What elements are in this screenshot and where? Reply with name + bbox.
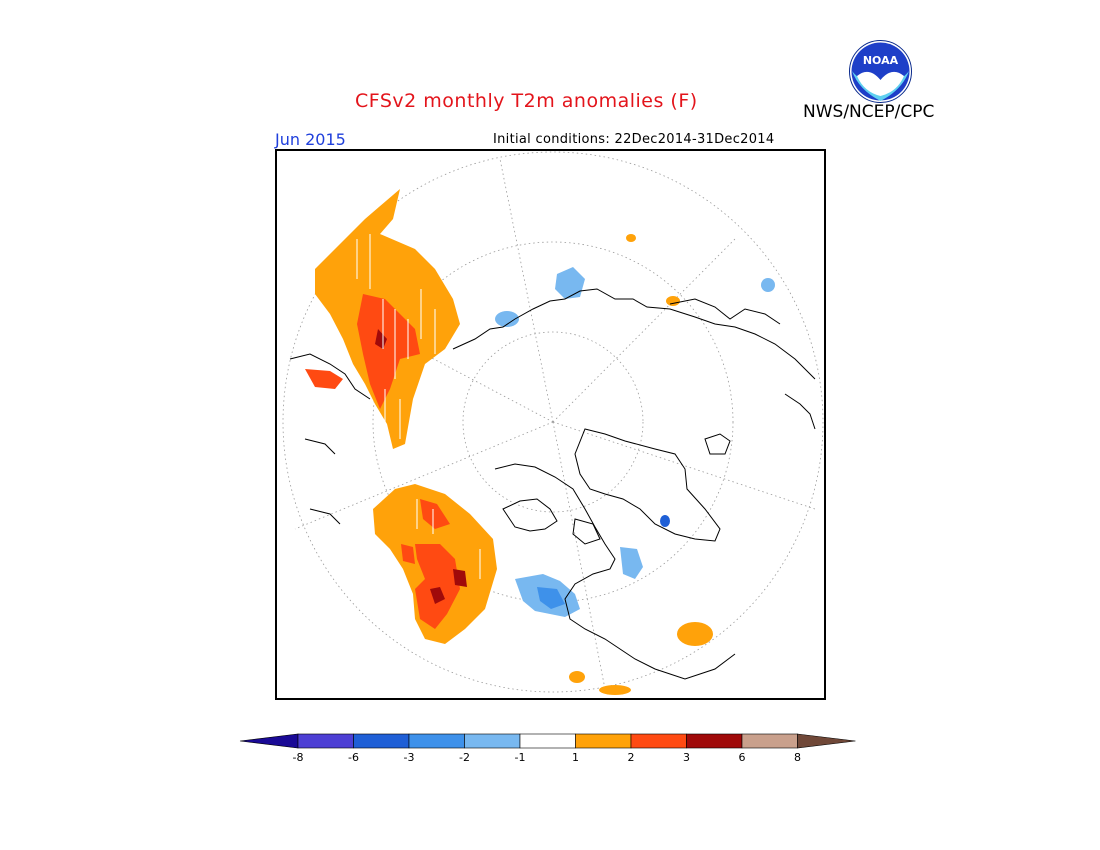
warm-anomaly-south-america-west <box>401 544 415 564</box>
warm-patch-south <box>569 671 585 683</box>
warm-anomaly-africa-core <box>375 329 387 349</box>
warm-anomaly-south-america-north <box>420 499 450 529</box>
agency-label: NWS/NCEP/CPC <box>803 102 935 122</box>
colorbar-tick-label: 6 <box>739 751 746 764</box>
forecast-month: Jun 2015 <box>275 130 346 149</box>
initial-conditions: Initial conditions: 22Dec2014-31Dec2014 <box>493 132 775 147</box>
colorbar-swatch <box>686 733 743 749</box>
colorbar-swatch <box>297 733 354 749</box>
polar-map <box>275 149 826 700</box>
colorbar-swatch <box>408 733 465 749</box>
colorbar-swatch <box>575 733 632 749</box>
warm-anomaly-south-america-core <box>430 587 445 604</box>
significance-hatching <box>356 234 481 579</box>
warm-anomaly-south-america-core2 <box>453 569 467 587</box>
colorbar-tick-label: 1 <box>572 751 579 764</box>
colorbar-tick-label: 8 <box>794 751 801 764</box>
warm-anomaly-africa-strong <box>357 294 420 409</box>
cool-patch-europe <box>495 311 519 327</box>
cool-anomaly-scandinavia <box>555 267 585 299</box>
chart-title: CFSv2 monthly T2m anomalies (F) <box>355 90 698 112</box>
cool-patch-east <box>761 278 775 292</box>
cool-patch-greenland <box>660 515 670 527</box>
colorbar-tick-label: 3 <box>683 751 690 764</box>
warm-patch-pacific <box>677 622 713 646</box>
colorbar-swatches <box>239 733 856 749</box>
colorbar-tick-label: -1 <box>515 751 526 764</box>
warm-anomaly-south-america-strong <box>415 544 460 629</box>
warm-patch-siberia <box>666 296 680 306</box>
logo-text: NOAA <box>863 54 899 67</box>
colorbar-arrow-right <box>797 733 856 749</box>
cool-anomaly-canada <box>620 547 643 579</box>
colorbar-swatch <box>741 733 798 749</box>
colorbar-swatch <box>464 733 521 749</box>
colorbar-labels: -8 -6 -3 -2 -1 1 2 3 6 8 <box>293 751 801 764</box>
colorbar-swatch <box>630 733 687 749</box>
colorbar-swatch <box>519 733 576 749</box>
colorbar-tick-label: -2 <box>459 751 470 764</box>
colorbar-tick-label: -3 <box>404 751 415 764</box>
warm-anomaly-arabia <box>305 369 343 389</box>
colorbar-tick-label: -8 <box>293 751 304 764</box>
warm-patch-south2 <box>599 685 631 695</box>
coastlines <box>289 288 816 680</box>
noaa-logo-icon: NOAA <box>849 40 912 103</box>
graticule <box>282 151 824 693</box>
colorbar: -8 -6 -3 -2 -1 1 2 3 6 8 <box>239 733 856 764</box>
cool-anomaly-north-america-core <box>537 587 565 609</box>
colorbar-swatch <box>353 733 410 749</box>
colorbar-arrow-left <box>239 733 299 749</box>
warm-patch-north <box>626 234 636 242</box>
colorbar-tick-label: 2 <box>628 751 635 764</box>
colorbar-tick-label: -6 <box>348 751 359 764</box>
